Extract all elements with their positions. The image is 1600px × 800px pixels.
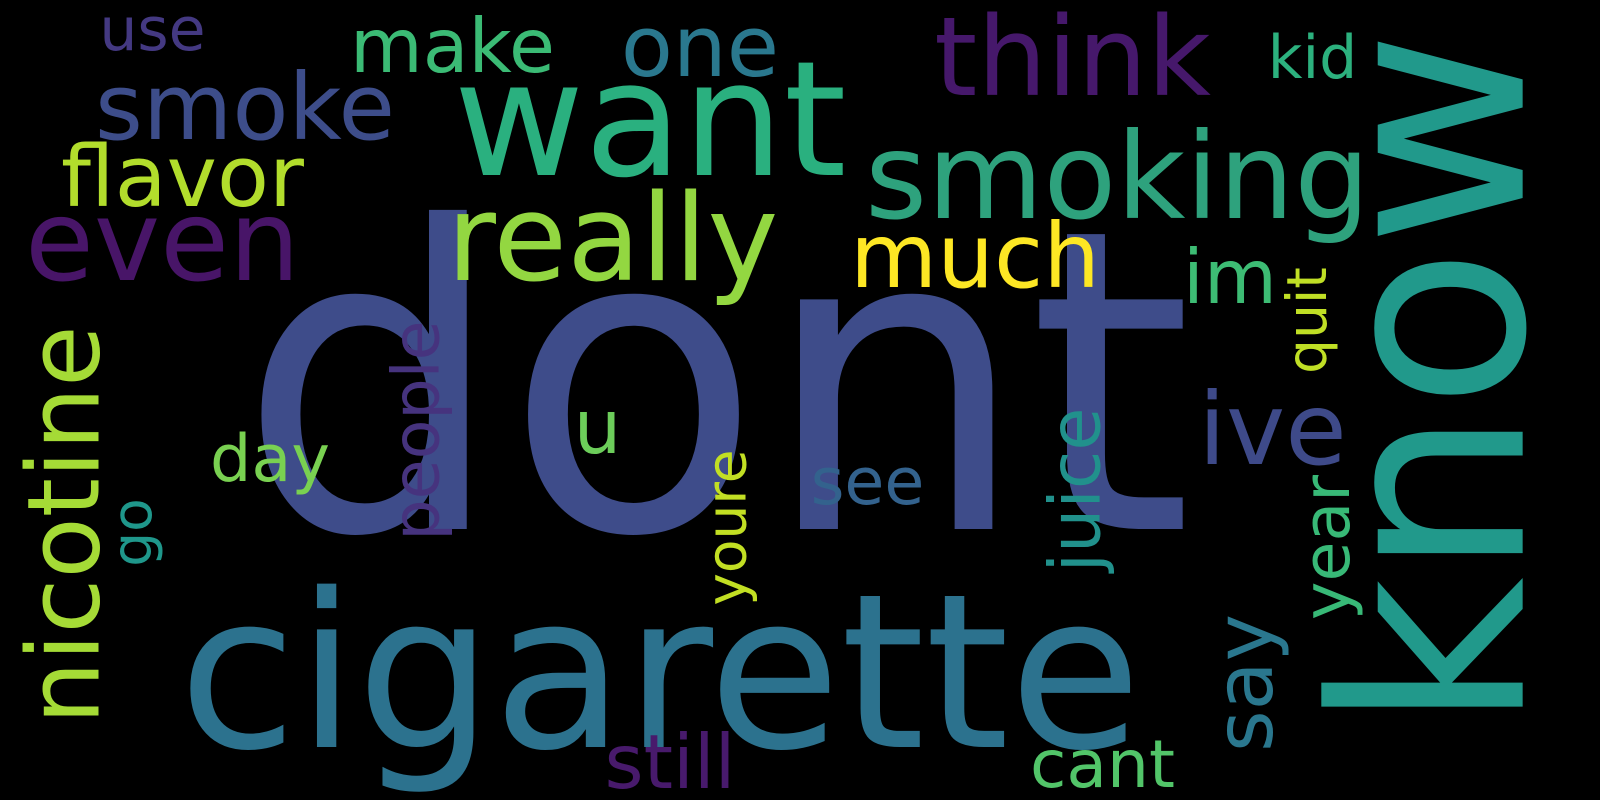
word-even: even <box>25 176 300 307</box>
word-juice: juice <box>1033 407 1116 573</box>
word-see: see <box>810 445 925 520</box>
word-dont: dont <box>238 140 1193 629</box>
word-year: year <box>1289 474 1365 621</box>
word-still: still <box>604 718 736 800</box>
word-say: say <box>1197 613 1291 752</box>
word-much: much <box>850 204 1100 309</box>
word-cant: cant <box>1030 725 1175 800</box>
word-kid: kid <box>1267 23 1358 93</box>
word-u: u <box>573 383 622 471</box>
word-ive: ive <box>1198 371 1347 488</box>
word-smoking: smoking <box>865 107 1370 247</box>
word-day: day <box>210 421 330 498</box>
word-make: make <box>350 3 555 91</box>
word-people: people <box>379 319 455 541</box>
word-want: want <box>453 26 847 213</box>
word-im: im <box>1183 233 1277 321</box>
word-smoke: smoke <box>95 53 395 161</box>
word-think: think <box>934 0 1211 121</box>
word-cigarette: cigarette <box>178 547 1142 798</box>
word-quit: quit <box>1275 266 1339 374</box>
word-flavor: flavor <box>61 128 304 227</box>
word-one: one <box>620 0 780 97</box>
word-youre: youre <box>695 449 759 606</box>
word-really: really <box>446 170 779 309</box>
word-go: go <box>100 498 164 567</box>
word-use: use <box>99 0 206 65</box>
